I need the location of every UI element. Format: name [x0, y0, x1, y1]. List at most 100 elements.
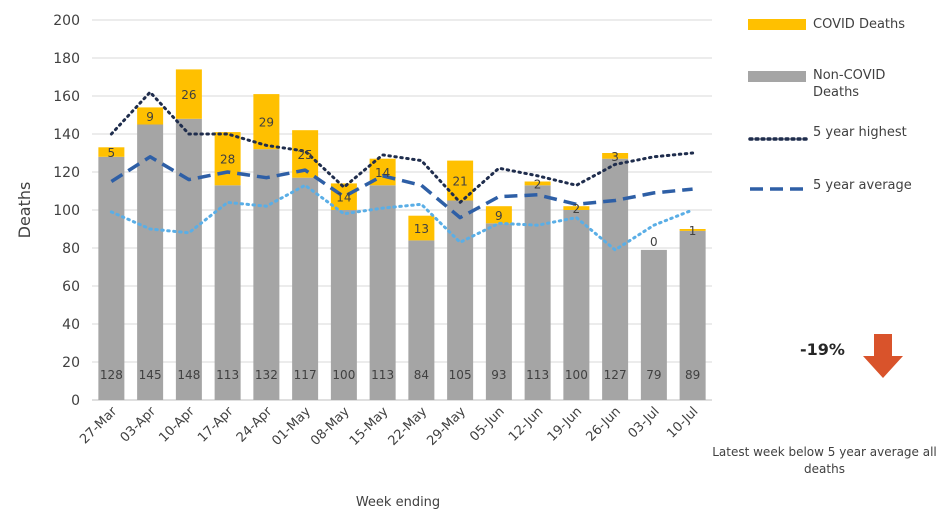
bar-label-non-covid: 127 [604, 368, 627, 382]
bar-label-covid: 2 [534, 177, 542, 191]
bar-label-covid: 9 [495, 209, 503, 223]
legend-swatch-non-covid [748, 71, 806, 82]
x-tick-label: 10-Jul [664, 404, 701, 441]
bar-non-covid [214, 185, 241, 400]
bars [98, 69, 706, 401]
change-percentage: -19% [800, 340, 845, 359]
bar-label-non-covid: 113 [216, 368, 239, 382]
x-tick-label: 17-Apr [195, 404, 237, 446]
bar-label-covid: 28 [220, 153, 235, 167]
bar-covid [214, 132, 241, 186]
y-tick-label: 100 [53, 203, 80, 219]
bar-label-covid: 14 [375, 166, 390, 180]
bar-non-covid [640, 249, 667, 400]
x-tick-label: 05-Jun [467, 404, 508, 445]
bar-non-covid [292, 177, 319, 400]
legend-label-non-covid: Non-COVID Deaths [813, 68, 886, 100]
bar-non-covid [369, 185, 396, 400]
x-tick-label: 15-May [347, 404, 392, 449]
line-5yr-highest [109, 90, 695, 204]
bar-label-non-covid: 105 [449, 368, 472, 382]
legend-label-5yr-highest: 5 year highest [813, 125, 907, 140]
bar-label-covid: 25 [297, 148, 312, 162]
x-axis-ticks: 27-Mar03-Apr10-Apr17-Apr24-Apr01-May08-M… [77, 404, 701, 449]
x-tick-label: 03-Jul [625, 404, 662, 441]
bar-non-covid [602, 158, 629, 400]
bar-non-covid [175, 118, 202, 401]
legend [748, 19, 808, 191]
bar-non-covid [330, 210, 357, 400]
bar-covid [98, 147, 125, 157]
y-axis-label: Deaths [15, 182, 34, 239]
x-axis-label: Week ending [356, 495, 440, 510]
bar-label-covid: 13 [414, 222, 429, 236]
x-tick-label: 19-Jun [545, 404, 586, 445]
y-tick-label: 160 [53, 89, 80, 105]
legend-label-covid: COVID Deaths [813, 17, 906, 32]
bar-covid [679, 229, 706, 231]
x-tick-label: 10-Apr [156, 404, 198, 446]
bar-label-non-covid: 89 [685, 368, 700, 382]
bar-label-covid: 3 [611, 150, 619, 164]
bar-label-non-covid: 113 [526, 368, 549, 382]
bar-label-covid: 1 [689, 224, 697, 238]
bar-covid [485, 206, 512, 224]
bar-label-non-covid: 84 [414, 368, 429, 382]
x-tick-label: 26-Jun [583, 404, 624, 445]
bar-non-covid [485, 223, 512, 400]
bar-label-non-covid: 113 [371, 368, 394, 382]
bar-label-non-covid: 100 [332, 368, 355, 382]
summary-footnote: Latest week below 5 year average all dea… [712, 445, 937, 476]
bar-covid [563, 206, 590, 210]
bar-non-covid [253, 149, 280, 400]
bar-label-non-covid: 148 [177, 368, 200, 382]
x-tick-label: 01-May [269, 404, 314, 449]
bar-label-non-covid: 145 [139, 368, 162, 382]
x-tick-label: 08-May [308, 404, 353, 449]
bar-non-covid [408, 240, 435, 400]
bar-label-covid: 26 [181, 88, 196, 102]
y-tick-label: 120 [53, 165, 80, 181]
bar-label-non-covid: 128 [100, 368, 123, 382]
line-5yr-average [110, 155, 693, 220]
y-tick-label: 80 [62, 241, 80, 257]
bar-label-covid: 9 [146, 110, 154, 124]
bar-label-covid: 29 [259, 116, 274, 130]
bar-non-covid [524, 185, 551, 400]
y-tick-label: 0 [71, 393, 80, 409]
x-tick-label: 29-May [424, 404, 469, 449]
y-tick-label: 140 [53, 127, 80, 143]
x-tick-label: 12-Jun [506, 404, 547, 445]
bar-label-non-covid: 132 [255, 368, 278, 382]
legend-label-5yr-average: 5 year average [813, 178, 912, 193]
bar-covid [137, 107, 164, 125]
bar-non-covid [679, 230, 706, 400]
bar-label-non-covid: 79 [646, 368, 661, 382]
bar-label-non-covid: 100 [565, 368, 588, 382]
x-tick-label: 22-May [386, 404, 431, 449]
bar-label-covid: 5 [108, 146, 116, 160]
bar-non-covid [137, 124, 164, 400]
y-axis-ticks: 0 20 40 60 80 100 120 140 160 180 200 [53, 13, 80, 409]
bar-covid [253, 94, 280, 150]
bar-label-non-covid: 93 [491, 368, 506, 382]
x-tick-label: 03-Apr [118, 404, 160, 446]
y-tick-label: 60 [62, 279, 80, 295]
bar-non-covid [563, 210, 590, 400]
y-tick-label: 180 [53, 51, 80, 67]
y-tick-label: 20 [62, 355, 80, 371]
bar-label-covid: 0 [650, 235, 658, 249]
bar-covid [330, 183, 357, 210]
bar-covid [602, 153, 629, 159]
y-tick-label: 200 [53, 13, 80, 29]
y-tick-label: 40 [62, 317, 80, 333]
bar-covid [408, 215, 435, 241]
bar-label-covid: 21 [452, 175, 467, 189]
bar-label-non-covid: 117 [294, 368, 317, 382]
bar-covid [524, 181, 551, 186]
bar-covid [175, 69, 202, 119]
lines [109, 90, 695, 252]
bar-non-covid [447, 200, 474, 400]
bar-label-covid: 14 [336, 191, 351, 205]
